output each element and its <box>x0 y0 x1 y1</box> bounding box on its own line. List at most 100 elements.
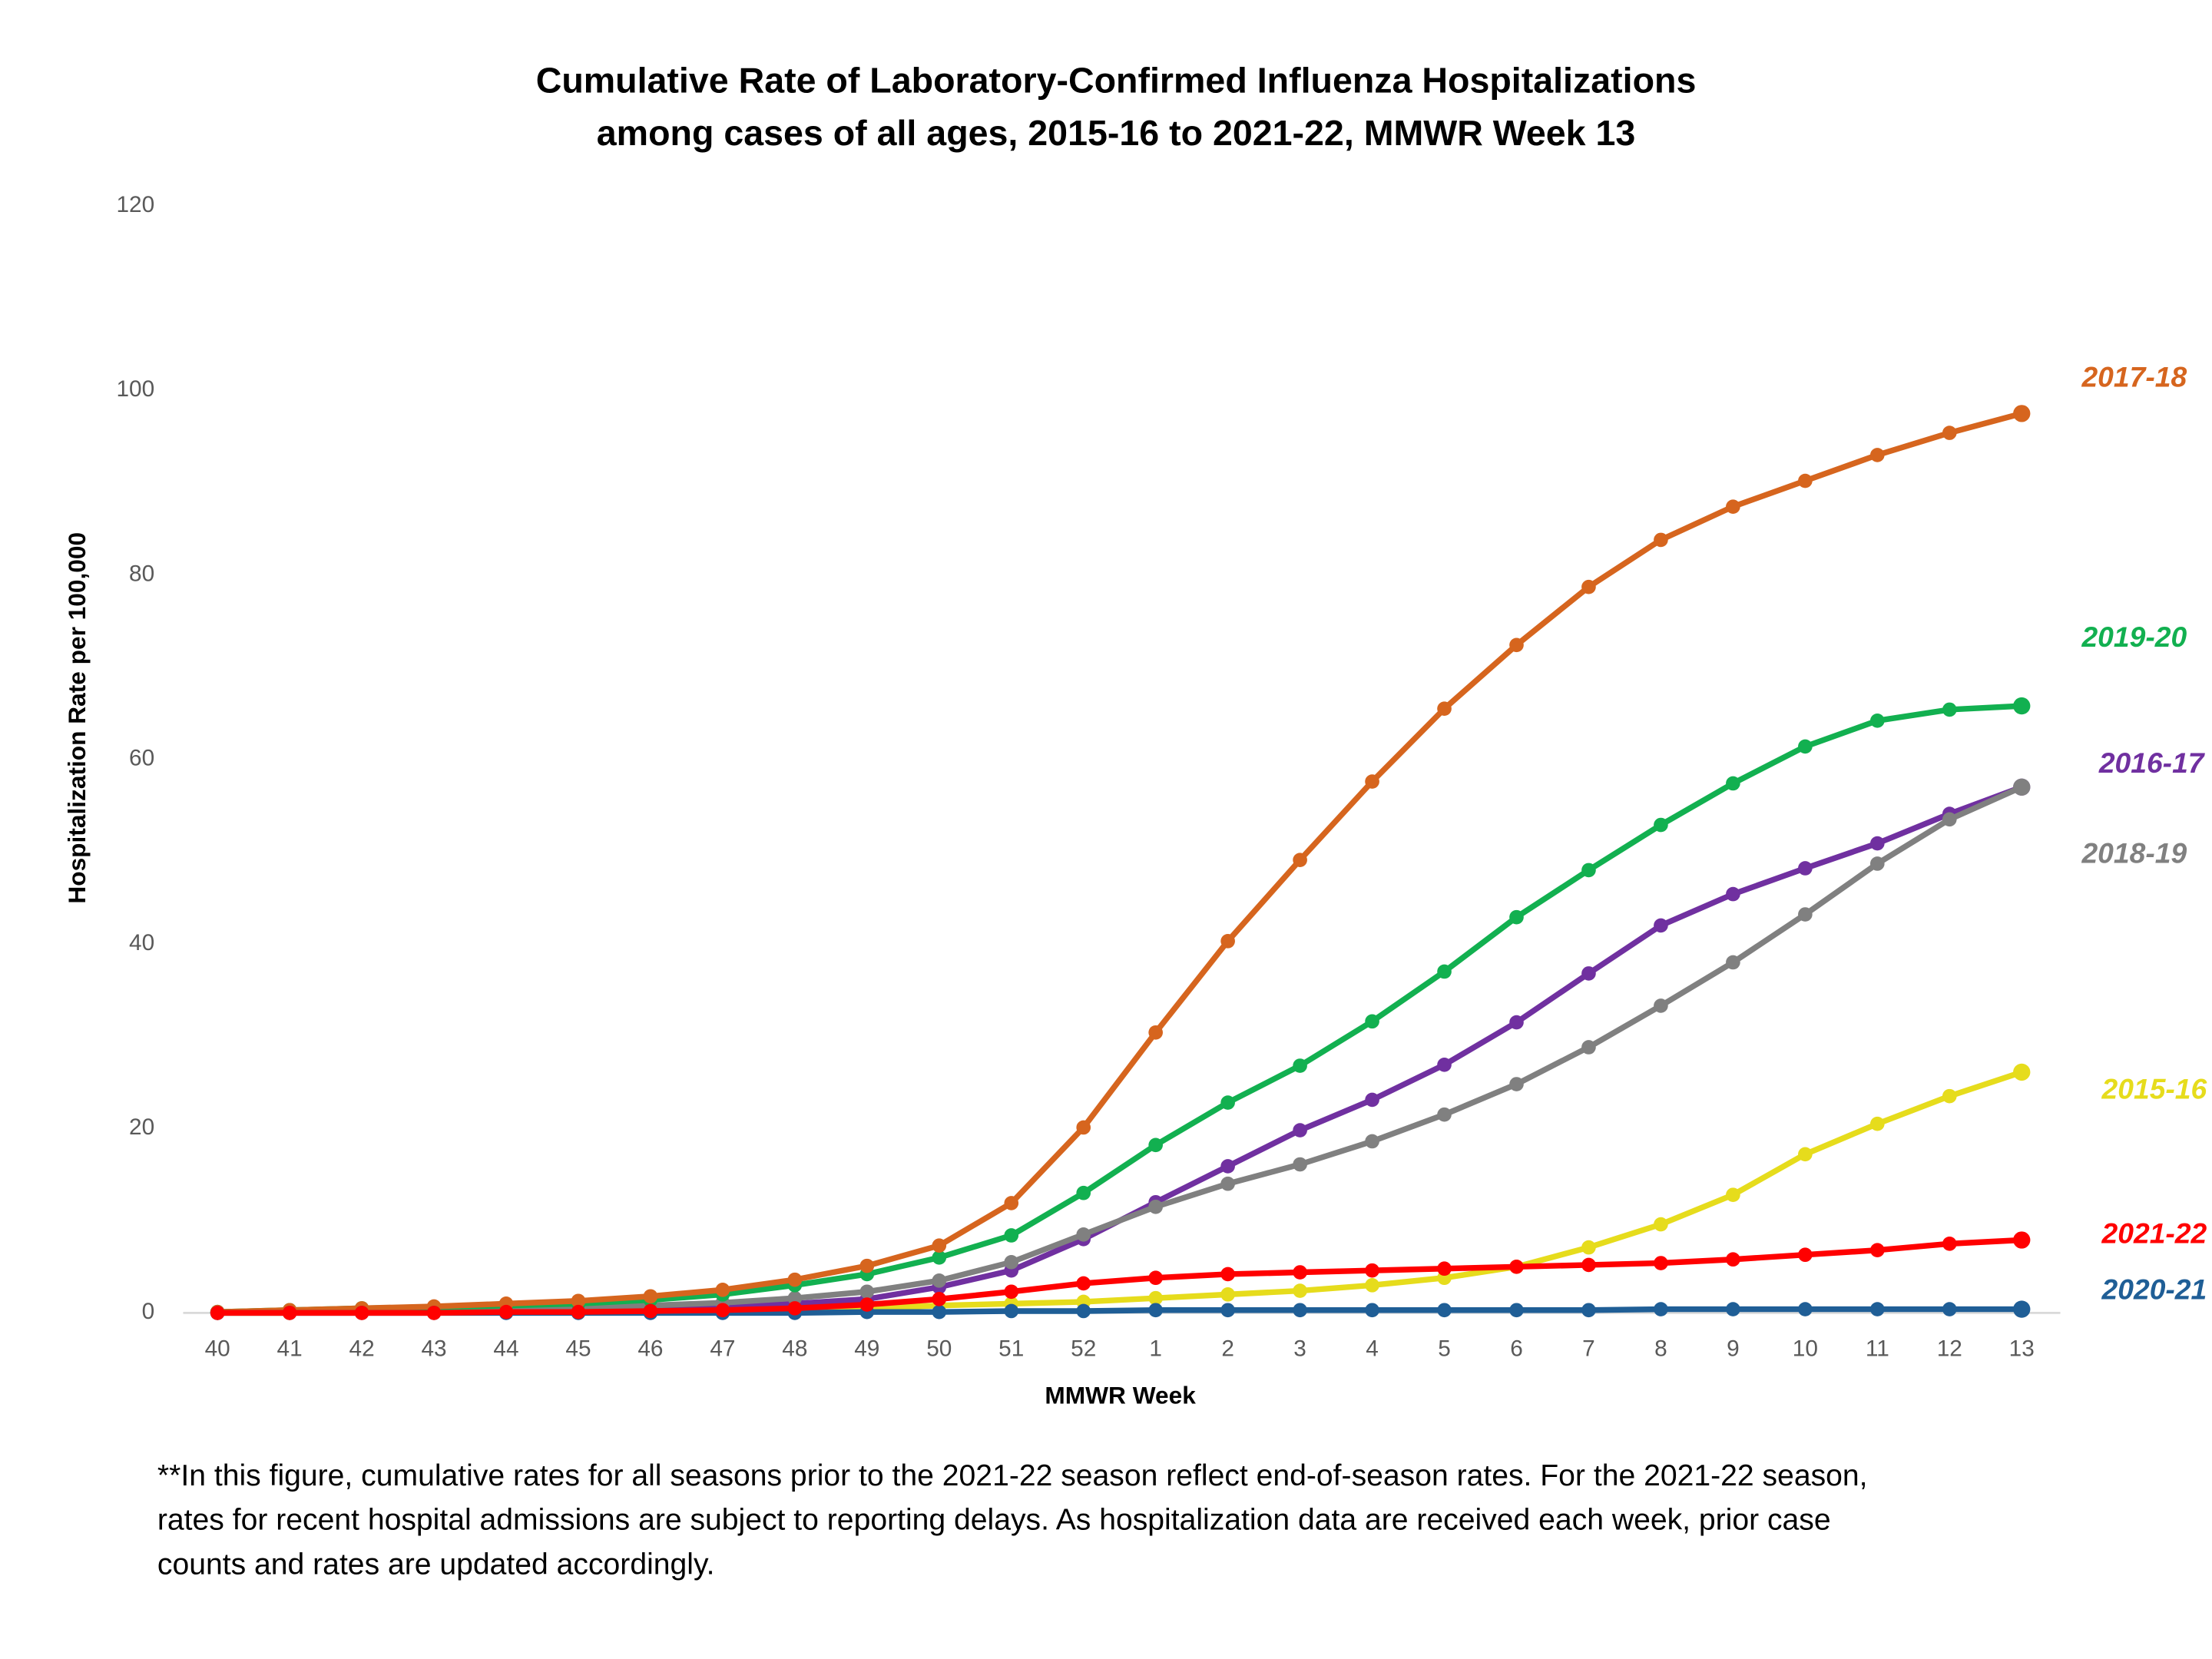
data-point <box>1726 886 1740 902</box>
y-axis-label: Hospitalization Rate per 100,000 <box>63 532 91 904</box>
data-point <box>1509 909 1524 925</box>
data-point <box>1581 966 1596 981</box>
data-point <box>1942 702 1957 717</box>
x-tick-label: 49 <box>854 1336 879 1362</box>
chart-title: Cumulative Rate of Laboratory-Confirmed … <box>536 60 1697 100</box>
data-point <box>1220 1287 1235 1302</box>
data-point <box>859 1297 875 1312</box>
data-point <box>1004 1255 1019 1270</box>
series-line <box>217 784 2023 1315</box>
data-point <box>1293 1058 1307 1073</box>
data-point <box>1509 1077 1524 1091</box>
data-point <box>1365 774 1379 789</box>
x-tick-label: 13 <box>2009 1336 2035 1362</box>
data-point <box>1220 1159 1235 1174</box>
data-point <box>1654 817 1668 833</box>
x-tick-label: 48 <box>782 1336 807 1362</box>
data-point <box>1581 1040 1596 1055</box>
data-point <box>1365 1092 1379 1108</box>
x-tick-label: 40 <box>205 1336 230 1362</box>
series-label: 2015-16 <box>2101 1073 2207 1105</box>
data-point <box>1509 1260 1524 1274</box>
data-point <box>1076 1303 1091 1319</box>
data-point <box>1942 1236 1957 1251</box>
data-point <box>1220 1267 1235 1282</box>
y-tick-label: 60 <box>129 746 154 771</box>
data-point <box>1869 1302 1885 1316</box>
x-tick-label: 5 <box>1438 1336 1451 1362</box>
x-tick-label: 10 <box>1793 1336 1818 1362</box>
footnote: counts and rates are updated accordingly… <box>157 1548 715 1581</box>
chart-title: among cases of all ages, 2015-16 to 2021… <box>597 113 1635 153</box>
data-point <box>1076 1185 1091 1200</box>
data-point <box>2013 1300 2031 1318</box>
data-point <box>932 1238 947 1253</box>
series-label: 2018-19 <box>2081 836 2187 869</box>
x-tick-label: 4 <box>1366 1336 1379 1362</box>
series-line <box>217 410 2023 1315</box>
series-label: 2017-18 <box>2081 360 2187 392</box>
data-point <box>1798 1247 1813 1263</box>
x-tick-label: 12 <box>1937 1336 1962 1362</box>
data-point <box>1437 964 1452 979</box>
x-tick-label: 43 <box>421 1336 446 1362</box>
data-point <box>1798 473 1813 488</box>
y-tick-label: 80 <box>129 561 154 586</box>
data-point <box>1654 1256 1668 1270</box>
data-point <box>787 1272 803 1287</box>
data-point <box>2013 697 2031 715</box>
data-point <box>643 1303 658 1319</box>
x-tick-label: 46 <box>637 1336 663 1362</box>
data-point <box>1365 1303 1379 1318</box>
data-point <box>1437 1057 1452 1072</box>
data-point <box>354 1306 369 1320</box>
data-point <box>1437 1261 1452 1277</box>
x-axis-label: MMWR Week <box>1045 1382 1196 1409</box>
data-point <box>1293 1123 1307 1137</box>
data-point <box>1220 1303 1235 1318</box>
data-point <box>1004 1284 1019 1300</box>
x-tick-label: 8 <box>1654 1336 1667 1362</box>
data-point <box>1148 1270 1163 1286</box>
data-point <box>1509 1303 1524 1318</box>
series-label: 2019-20 <box>2081 621 2187 653</box>
data-point <box>1581 1303 1596 1318</box>
data-point <box>498 1304 514 1320</box>
data-point <box>426 1306 442 1320</box>
x-tick-label: 9 <box>1727 1336 1740 1362</box>
data-point <box>1148 1137 1163 1153</box>
data-point <box>932 1250 947 1265</box>
x-tick-label: 44 <box>493 1336 518 1362</box>
data-point <box>1293 1265 1307 1280</box>
data-point <box>1509 1015 1524 1030</box>
data-point <box>643 1289 658 1304</box>
x-tick-label: 51 <box>998 1336 1024 1362</box>
data-point <box>1220 1176 1235 1191</box>
data-point <box>1869 1116 1885 1131</box>
data-point <box>787 1290 803 1306</box>
data-point <box>1004 1196 1019 1210</box>
data-point <box>1365 1134 1379 1149</box>
data-point <box>1798 1302 1813 1316</box>
data-point <box>1076 1227 1091 1242</box>
data-point <box>932 1292 947 1306</box>
data-point <box>1798 907 1813 922</box>
data-point <box>1654 998 1668 1013</box>
data-point <box>1220 934 1235 949</box>
data-point <box>1798 861 1813 876</box>
x-tick-label: 6 <box>1510 1336 1523 1362</box>
data-point <box>571 1304 586 1320</box>
data-point <box>210 1306 225 1320</box>
data-point <box>2013 778 2031 796</box>
data-point <box>1437 1107 1452 1122</box>
y-tick-label: 100 <box>116 376 154 402</box>
data-point <box>1654 532 1668 548</box>
data-point <box>1148 1025 1163 1040</box>
data-point <box>1726 955 1740 970</box>
data-point <box>571 1293 586 1309</box>
data-point <box>1437 1303 1452 1318</box>
data-point <box>1148 1199 1163 1214</box>
data-point <box>1869 448 1885 462</box>
data-point <box>1148 1303 1163 1318</box>
